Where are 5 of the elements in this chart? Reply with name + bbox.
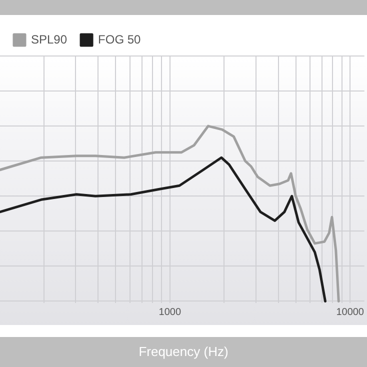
legend-label: SPL90 [31, 32, 68, 46]
x-axis-title: Frequency (Hz) [0, 337, 367, 367]
x-tick-label: 10000 [336, 306, 364, 318]
x-tick-label: 1000 [158, 306, 182, 318]
legend-label: FOG 50 [98, 32, 142, 46]
